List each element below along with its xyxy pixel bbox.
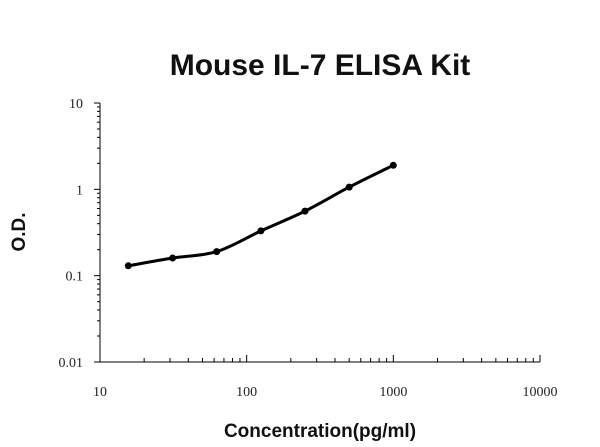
x-tick-label: 100	[236, 385, 257, 400]
data-point	[257, 227, 265, 235]
x-tick-label: 10000	[523, 385, 558, 400]
tick-marks	[94, 102, 541, 363]
data-point	[389, 161, 397, 169]
x-axis-label: Concentration(pg/ml)	[224, 421, 416, 442]
data-point	[301, 207, 309, 215]
data-point	[213, 248, 221, 256]
data-point	[345, 183, 353, 191]
y-axis-label: O.D.	[9, 212, 30, 251]
x-tick-label: 10	[93, 385, 107, 400]
y-tick-label: 0.01	[59, 356, 84, 371]
data-point	[169, 254, 177, 262]
y-tick-label: 1	[76, 183, 83, 198]
tick-labels: 0.01 0.1 1 10 10 100 1000 10000	[59, 97, 558, 400]
data-point	[124, 262, 132, 270]
chart-title: Mouse IL-7 ELISA Kit	[170, 49, 471, 82]
fit-curve	[128, 163, 394, 268]
y-tick-label: 0.1	[66, 270, 84, 285]
axes	[99, 103, 540, 363]
x-tick-label: 1000	[379, 385, 407, 400]
data-points	[124, 161, 397, 270]
y-tick-label: 10	[69, 97, 83, 112]
